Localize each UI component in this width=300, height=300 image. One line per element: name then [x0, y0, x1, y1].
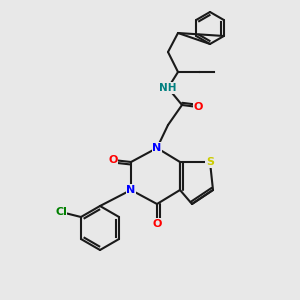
Text: O: O [108, 155, 118, 165]
Text: NH: NH [159, 83, 177, 93]
Text: S: S [206, 157, 214, 167]
Text: N: N [126, 185, 136, 195]
Text: Cl: Cl [55, 207, 67, 217]
Text: N: N [152, 143, 162, 153]
Text: O: O [193, 102, 203, 112]
Text: O: O [152, 219, 162, 229]
